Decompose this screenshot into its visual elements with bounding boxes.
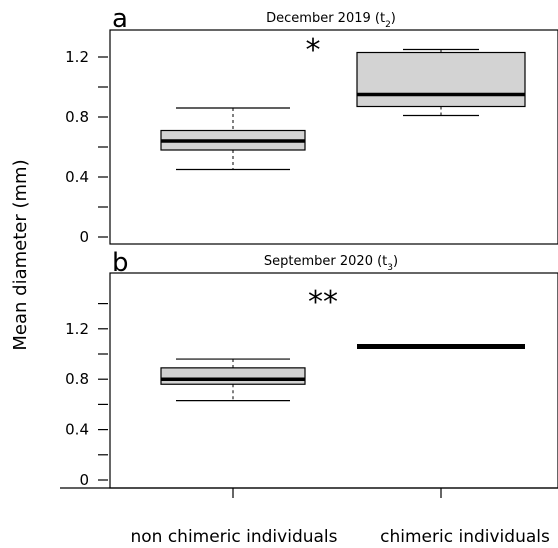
plot-frame <box>109 29 558 245</box>
box-chimeric <box>356 48 526 117</box>
y-tick-label: 1.2 <box>65 48 89 66</box>
iqr-box <box>160 367 306 385</box>
y-tick-label: 1.2 <box>65 320 89 338</box>
y-tick-label: 0.8 <box>65 370 89 388</box>
box-non-chimeric <box>160 107 306 171</box>
y-tick-label: 0.8 <box>65 108 89 126</box>
y-axis-label: Mean diameter (mm) <box>10 159 31 350</box>
significance-marker: * <box>306 33 321 68</box>
panel-b: b September 2020 (t3) 0 0.4 0.8 1.2 ** <box>65 248 558 489</box>
iqr-box <box>356 51 526 108</box>
x-category-label: chimeric individuals <box>380 527 550 547</box>
x-category-label: non chimeric individuals <box>130 527 337 547</box>
panel-letter: b <box>112 248 129 278</box>
panel-title: December 2019 (t2) <box>266 11 396 30</box>
y-tick-label: 0.4 <box>65 168 89 186</box>
y-tick-label: 0 <box>79 228 89 246</box>
significance-marker: ** <box>308 285 338 320</box>
panel-title: September 2020 (t3) <box>264 254 398 273</box>
panel-a: a December 2019 (t2) 0 0.4 0.8 1.2 * <box>65 4 558 246</box>
box-non-chimeric <box>160 358 306 402</box>
panel-letter: a <box>112 4 128 34</box>
y-tick-label: 0 <box>79 471 89 489</box>
y-tick-label: 0.4 <box>65 421 89 439</box>
